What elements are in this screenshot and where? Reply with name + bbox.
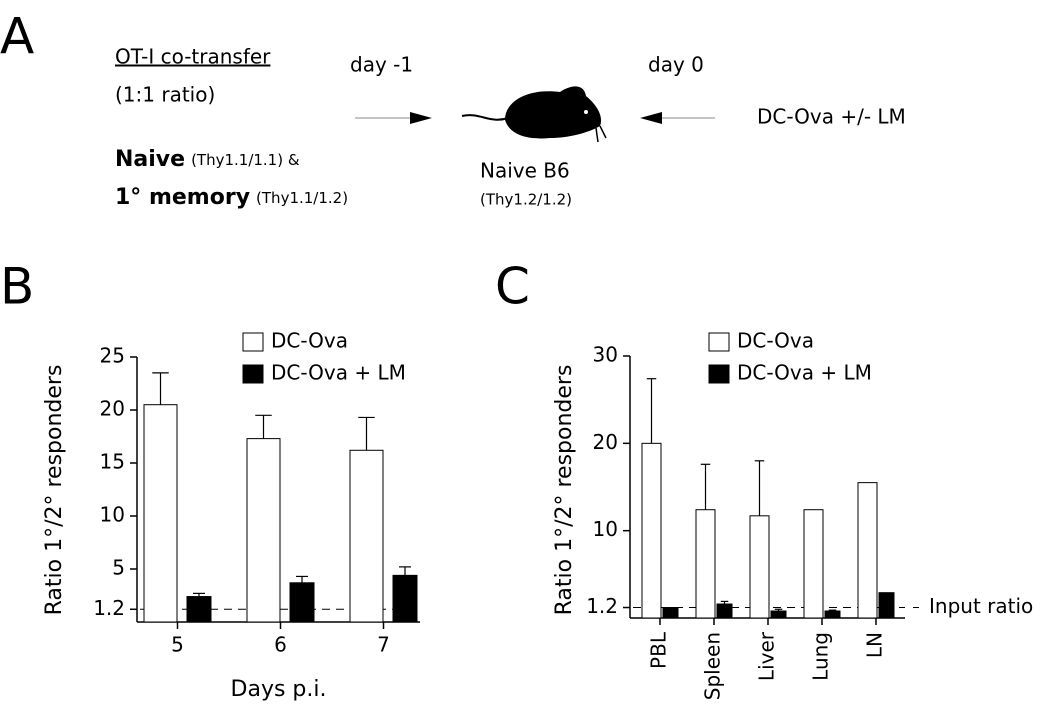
bar xyxy=(186,596,212,623)
bar xyxy=(716,603,733,619)
naive-thy: (Thy1.1/1.1) & xyxy=(191,151,300,169)
legend-label: DC-Ova xyxy=(271,329,348,353)
x-tick-label: 6 xyxy=(274,633,287,657)
day-label: day 0 xyxy=(648,53,704,77)
legend-swatch xyxy=(242,332,264,352)
x-tick-label: 7 xyxy=(377,633,390,657)
arrowhead xyxy=(410,112,432,124)
y-tick-label: 30 xyxy=(593,343,618,367)
y-tick-label: 10 xyxy=(593,517,618,541)
x-axis-label: Days p.i. xyxy=(231,677,327,702)
bar xyxy=(246,438,281,623)
ratio: (1:1 ratio) xyxy=(115,83,215,107)
y-tick-label: 20 xyxy=(593,430,618,454)
memory: 1° memory xyxy=(115,185,250,210)
legend-swatch xyxy=(708,332,730,352)
bar xyxy=(824,610,841,619)
x-tick-label: Lung xyxy=(809,632,833,681)
bar xyxy=(857,482,878,619)
bar xyxy=(392,574,418,623)
bar xyxy=(289,582,315,623)
y-axis-label: Ratio 1°/2° responders xyxy=(552,365,577,616)
x-tick-label: LN xyxy=(863,632,887,658)
naive: Naive xyxy=(115,147,185,172)
host-thy: (Thy1.2/1.2) xyxy=(480,191,572,209)
y-tick-label: 15 xyxy=(100,450,125,474)
legend-swatch xyxy=(708,364,730,384)
day-label: day -1 xyxy=(350,53,413,77)
bar xyxy=(770,610,787,619)
arrowhead xyxy=(640,112,662,124)
bar xyxy=(641,442,662,619)
y-tick-label: 1.2 xyxy=(586,594,618,618)
x-tick-label: 5 xyxy=(171,633,184,657)
panel-letter: A xyxy=(0,8,34,66)
bar xyxy=(749,515,770,619)
y-tick-label: 25 xyxy=(100,344,125,368)
bar xyxy=(349,449,384,623)
x-tick-label: Liver xyxy=(755,631,779,681)
legend-label: DC-Ova xyxy=(737,329,814,353)
legend-label: DC-Ova + LM xyxy=(271,361,406,385)
legend-label: DC-Ova + LM xyxy=(737,361,872,385)
x-tick-label: Spleen xyxy=(701,632,725,700)
bar xyxy=(803,509,824,619)
challenge: DC-Ova +/- LM xyxy=(757,105,906,129)
protocol-title: OT-I co-transfer xyxy=(115,45,271,69)
naive-line: Naive (Thy1.1/1.1) & xyxy=(115,147,300,172)
y-axis-label: Ratio 1°/2° responders xyxy=(42,365,67,616)
mouse xyxy=(461,86,607,143)
y-tick-label: 5 xyxy=(112,556,125,580)
y-tick-label: 20 xyxy=(100,397,125,421)
bar xyxy=(662,607,679,619)
memory-line: 1° memory (Thy1.1/1.2) xyxy=(115,185,348,210)
bar xyxy=(878,592,895,619)
legend-swatch xyxy=(242,364,264,384)
panel-letter: C xyxy=(495,258,530,316)
panel-letter: B xyxy=(0,258,34,316)
annotation: Input ratio xyxy=(929,594,1033,618)
bar xyxy=(143,404,178,623)
host: Naive B6 xyxy=(480,159,570,183)
bar xyxy=(695,509,716,619)
memory-thy: (Thy1.1/1.2) xyxy=(256,189,348,207)
x-tick-label: PBL xyxy=(647,631,671,669)
y-tick-label: 1.2 xyxy=(93,596,125,620)
y-tick-label: 10 xyxy=(100,503,125,527)
